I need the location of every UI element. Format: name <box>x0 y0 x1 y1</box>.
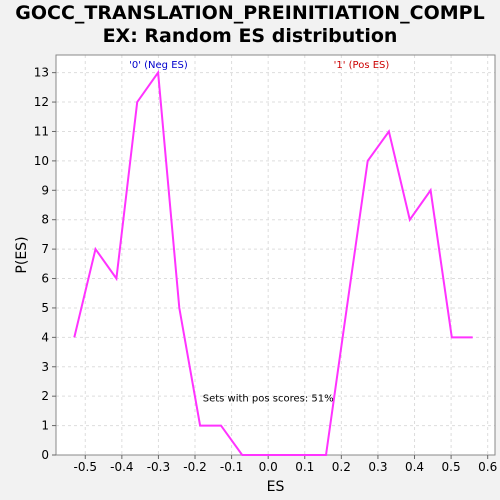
y-tick-label: 8 <box>41 213 49 227</box>
y-tick-label: 3 <box>41 360 49 374</box>
chart-title-line-1: GOCC_TRANSLATION_PREINITIATION_COMPL <box>15 2 485 24</box>
y-tick-label: 7 <box>41 242 49 256</box>
plot-background <box>56 55 495 455</box>
x-tick-label: -0.4 <box>110 460 133 474</box>
x-tick-label: 0.2 <box>332 460 351 474</box>
x-tick-label: 0.6 <box>478 460 497 474</box>
y-tick-label: 1 <box>41 419 49 433</box>
neg-es-annotation: '0' (Neg ES) <box>129 60 188 71</box>
y-tick-label: 0 <box>41 448 49 462</box>
y-tick-label: 6 <box>41 272 49 286</box>
chart-title-line-2: EX: Random ES distribution <box>102 25 398 47</box>
series-line <box>73 69 473 456</box>
y-axis-label: P(ES) <box>14 236 30 273</box>
x-tick-label: 0.0 <box>259 460 278 474</box>
y-tick-label: 2 <box>41 389 49 403</box>
y-tick-label: 10 <box>34 154 49 168</box>
x-tick-label: -0.1 <box>220 460 243 474</box>
x-tick-label: -0.3 <box>147 460 170 474</box>
y-tick-label: 11 <box>34 124 49 138</box>
y-tick-label: 12 <box>34 95 49 109</box>
x-tick-label: -0.5 <box>74 460 97 474</box>
y-tick-label: 4 <box>41 330 49 344</box>
y-tick-label: 5 <box>41 301 49 315</box>
pos-scores-annotation: Sets with pos scores: 51% <box>203 394 334 405</box>
x-axis-label: ES <box>267 479 285 495</box>
pos-es-annotation: '1' (Pos ES) <box>334 60 390 71</box>
x-tick-label: 0.1 <box>295 460 314 474</box>
x-tick-label: 0.4 <box>405 460 424 474</box>
x-tick-label: 0.5 <box>442 460 461 474</box>
y-tick-label: 9 <box>41 183 49 197</box>
x-tick-label: -0.2 <box>183 460 206 474</box>
y-tick-label: 13 <box>34 66 49 80</box>
x-tick-label: 0.3 <box>368 460 387 474</box>
